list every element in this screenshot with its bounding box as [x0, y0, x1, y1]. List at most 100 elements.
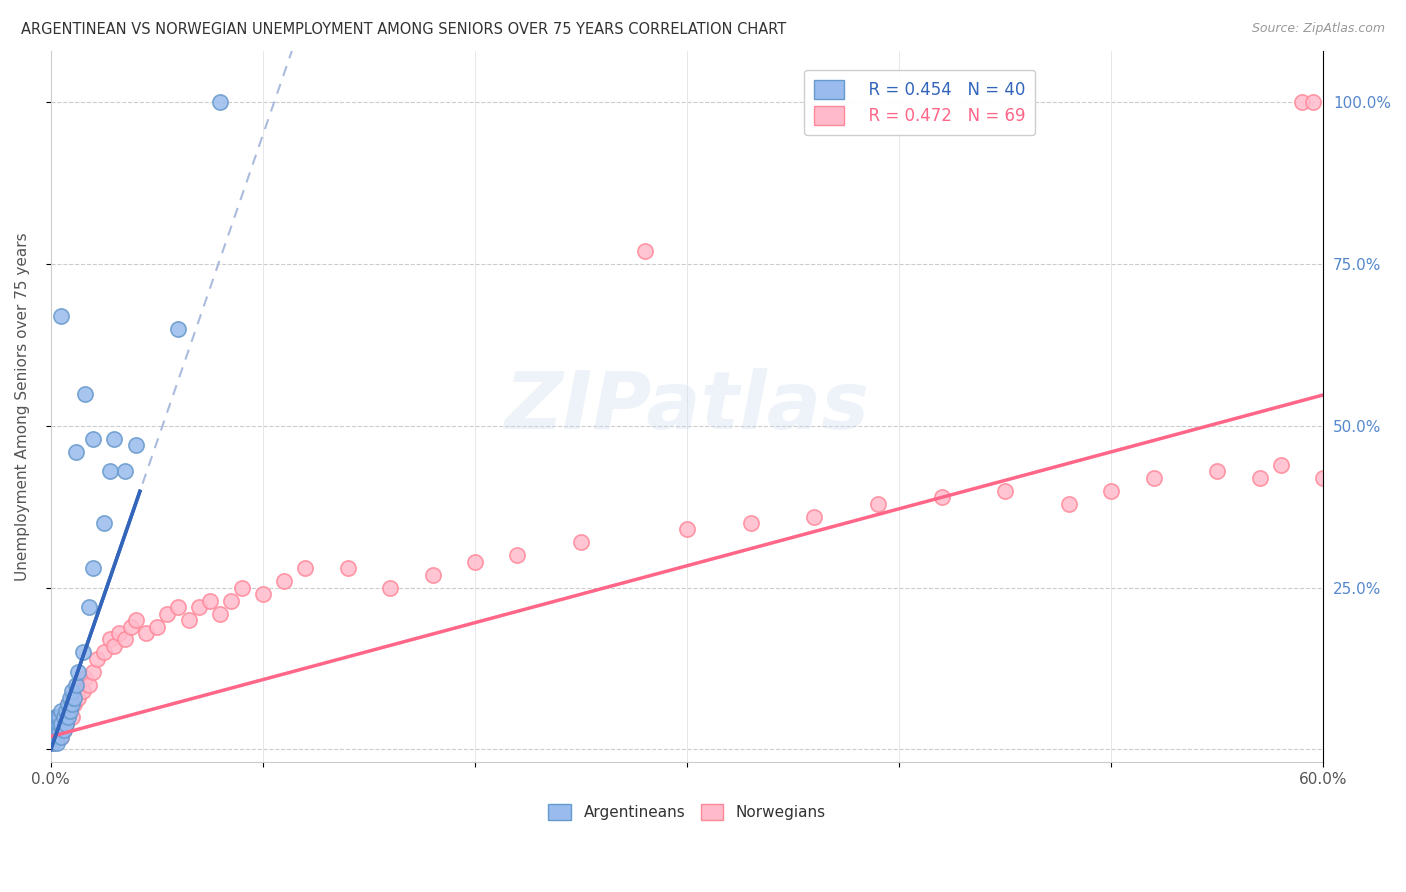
- Point: [65, 684, 87, 698]
- Point: [1270, 458, 1292, 472]
- Point: [866, 497, 889, 511]
- Point: [114, 632, 136, 647]
- Point: [86, 652, 108, 666]
- Point: [82, 561, 104, 575]
- Point: [56, 710, 79, 724]
- Point: [65, 678, 87, 692]
- Point: [59, 704, 82, 718]
- Point: [44, 723, 66, 737]
- Point: [56, 697, 79, 711]
- Point: [77, 600, 100, 615]
- Legend: Argentineans, Norwegians: Argentineans, Norwegians: [543, 797, 832, 826]
- Point: [98, 464, 121, 478]
- Point: [46, 710, 69, 724]
- Point: [56, 710, 79, 724]
- Point: [252, 587, 274, 601]
- Point: [107, 626, 129, 640]
- Point: [103, 639, 125, 653]
- Point: [124, 613, 146, 627]
- Point: [1249, 471, 1271, 485]
- Point: [55, 704, 77, 718]
- Point: [63, 690, 86, 705]
- Point: [59, 704, 82, 718]
- Point: [51, 730, 73, 744]
- Point: [72, 645, 94, 659]
- Point: [77, 678, 100, 692]
- Point: [124, 438, 146, 452]
- Point: [60, 697, 83, 711]
- Point: [44, 730, 66, 744]
- Point: [177, 613, 200, 627]
- Point: [1057, 497, 1080, 511]
- Point: [48, 723, 70, 737]
- Point: [1206, 464, 1229, 478]
- Point: [46, 730, 69, 744]
- Point: [167, 600, 190, 615]
- Point: [51, 704, 73, 718]
- Point: [67, 665, 90, 679]
- Point: [1099, 483, 1122, 498]
- Point: [146, 619, 169, 633]
- Point: [42, 736, 65, 750]
- Text: ZIPatlas: ZIPatlas: [505, 368, 869, 446]
- Point: [219, 593, 242, 607]
- Point: [46, 716, 69, 731]
- Point: [294, 561, 316, 575]
- Point: [48, 710, 70, 724]
- Point: [48, 710, 70, 724]
- Point: [72, 684, 94, 698]
- Point: [44, 723, 66, 737]
- Point: [994, 483, 1017, 498]
- Point: [44, 730, 66, 744]
- Y-axis label: Unemployment Among Seniors over 75 years: Unemployment Among Seniors over 75 years: [15, 232, 30, 581]
- Point: [422, 567, 444, 582]
- Point: [73, 671, 96, 685]
- Point: [42, 736, 65, 750]
- Point: [52, 723, 75, 737]
- Point: [82, 432, 104, 446]
- Point: [55, 704, 77, 718]
- Point: [1302, 95, 1324, 110]
- Point: [60, 684, 83, 698]
- Point: [1291, 95, 1313, 110]
- Point: [46, 716, 69, 731]
- Point: [98, 632, 121, 647]
- Point: [167, 322, 190, 336]
- Point: [73, 386, 96, 401]
- Point: [103, 432, 125, 446]
- Point: [1142, 471, 1164, 485]
- Point: [55, 716, 77, 731]
- Point: [569, 535, 592, 549]
- Point: [46, 723, 69, 737]
- Point: [55, 716, 77, 731]
- Point: [198, 593, 221, 607]
- Point: [803, 509, 825, 524]
- Point: [114, 464, 136, 478]
- Point: [231, 581, 253, 595]
- Point: [56, 697, 79, 711]
- Point: [676, 523, 699, 537]
- Point: [633, 244, 655, 259]
- Point: [65, 445, 87, 459]
- Point: [67, 690, 90, 705]
- Point: [42, 730, 65, 744]
- Point: [120, 619, 142, 633]
- Text: ARGENTINEAN VS NORWEGIAN UNEMPLOYMENT AMONG SENIORS OVER 75 YEARS CORRELATION CH: ARGENTINEAN VS NORWEGIAN UNEMPLOYMENT AM…: [21, 22, 786, 37]
- Point: [52, 710, 75, 724]
- Point: [209, 607, 232, 621]
- Point: [135, 626, 157, 640]
- Point: [336, 561, 359, 575]
- Point: [42, 723, 65, 737]
- Point: [188, 600, 211, 615]
- Point: [44, 710, 66, 724]
- Point: [931, 490, 953, 504]
- Point: [52, 723, 75, 737]
- Point: [93, 645, 115, 659]
- Point: [60, 690, 83, 705]
- Point: [51, 730, 73, 744]
- Point: [60, 710, 83, 724]
- Point: [273, 574, 295, 589]
- Point: [506, 549, 529, 563]
- Point: [52, 710, 75, 724]
- Point: [51, 309, 73, 323]
